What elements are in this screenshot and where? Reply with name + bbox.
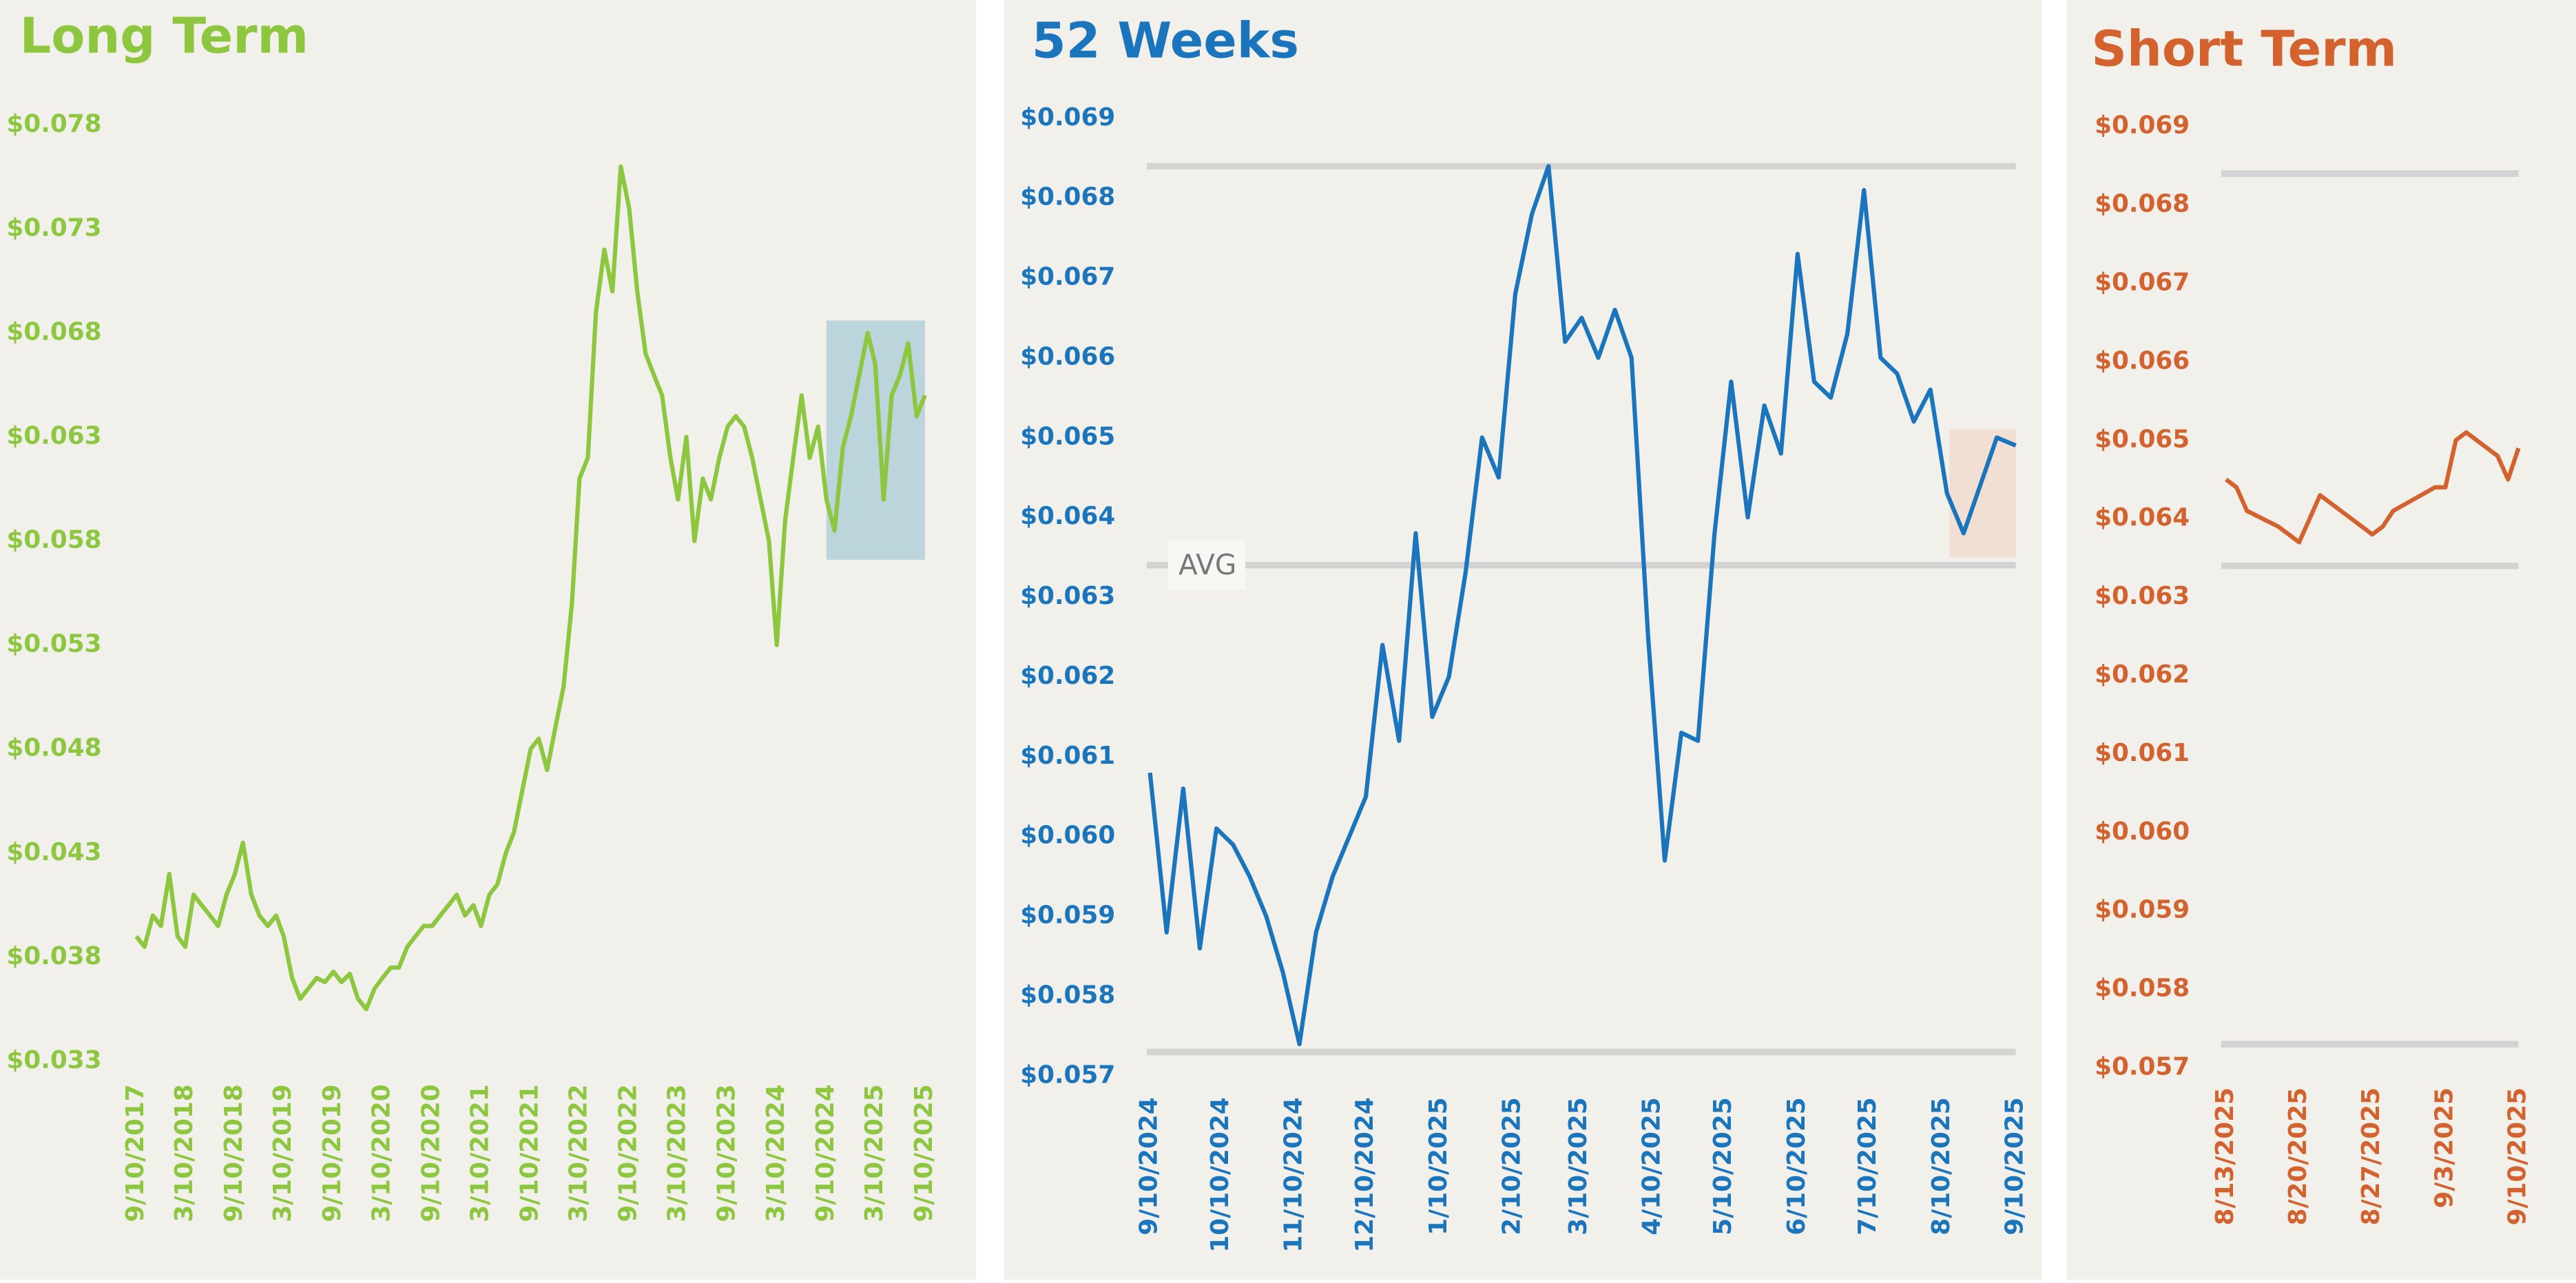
reference-label-bg — [1167, 540, 1245, 590]
y-tick-label: $0.033 — [7, 1046, 102, 1074]
y-tick-label: $0.064 — [2095, 503, 2190, 532]
y-tick-label: $0.058 — [2095, 974, 2190, 1003]
x-tick-label: 2/10/2025 — [1498, 1097, 1526, 1235]
y-tick-label: $0.063 — [1020, 582, 1115, 610]
y-tick-label: $0.065 — [2095, 425, 2190, 453]
x-tick-label: 9/10/2023 — [712, 1084, 740, 1222]
y-tick-label: $0.062 — [1020, 662, 1115, 690]
x-tick-label: 9/10/2025 — [910, 1084, 938, 1222]
chart-title: 52 Weeks — [1032, 12, 1299, 70]
y-tick-label: $0.068 — [7, 317, 102, 346]
x-tick-label: 3/10/2019 — [269, 1084, 297, 1222]
chart-title: Short Term — [2091, 20, 2397, 77]
y-tick-label: $0.057 — [1020, 1061, 1115, 1089]
x-tick-label: 3/10/2025 — [860, 1084, 889, 1222]
price-line — [1147, 164, 2017, 1047]
x-tick-label: 3/10/2022 — [564, 1084, 592, 1222]
y-tick-label: $0.065 — [1020, 422, 1115, 450]
x-tick-label: 9/10/2025 — [2001, 1097, 2029, 1235]
x-tick-label: 10/10/2024 — [1206, 1097, 1234, 1252]
y-tick-label: $0.063 — [7, 422, 102, 450]
y-tick-label: $0.066 — [2095, 346, 2190, 375]
y-tick-label: $0.059 — [1020, 901, 1115, 930]
range-highlight — [1949, 429, 2016, 558]
x-tick-label: 7/10/2025 — [1853, 1097, 1882, 1235]
x-tick-label: 12/10/2024 — [1351, 1097, 1379, 1252]
reference-label: AVG — [1178, 548, 1236, 581]
y-tick-label: $0.060 — [2095, 817, 2190, 846]
x-tick-label: 9/10/2025 — [2504, 1087, 2532, 1225]
y-tick-label: $0.069 — [1020, 103, 1115, 132]
x-tick-label: 6/10/2025 — [1783, 1097, 1811, 1235]
y-tick-label: $0.058 — [1020, 981, 1115, 1010]
panel — [0, 0, 976, 1280]
y-tick-label: $0.062 — [2095, 660, 2190, 689]
y-tick-label: $0.069 — [2095, 112, 2190, 140]
x-tick-label: 9/10/2022 — [614, 1084, 642, 1222]
x-tick-label: 4/10/2025 — [1638, 1097, 1666, 1235]
y-tick-label: $0.059 — [2095, 896, 2190, 924]
x-tick-label: 9/10/2018 — [220, 1084, 248, 1222]
chart-title: Long Term — [20, 7, 309, 64]
x-tick-label: 9/10/2020 — [417, 1084, 445, 1222]
x-tick-label: 9/10/2019 — [318, 1084, 346, 1222]
y-tick-label: $0.078 — [7, 109, 102, 138]
price-line — [2225, 430, 2521, 545]
y-tick-label: $0.038 — [7, 942, 102, 970]
panel — [2066, 0, 2576, 1280]
y-tick-label: $0.067 — [1020, 263, 1115, 291]
y-tick-label: $0.048 — [7, 734, 102, 762]
y-tick-label: $0.066 — [1020, 342, 1115, 371]
x-tick-label: 9/10/2024 — [1135, 1097, 1163, 1235]
price-line — [134, 164, 927, 1012]
y-tick-label: $0.068 — [2095, 190, 2190, 218]
x-tick-label: 8/13/2025 — [2211, 1087, 2239, 1225]
x-tick-label: 3/10/2023 — [663, 1084, 691, 1222]
y-tick-label: $0.043 — [7, 838, 102, 866]
x-tick-label: 9/3/2025 — [2430, 1087, 2458, 1208]
x-tick-label: 1/10/2025 — [1424, 1097, 1453, 1235]
y-tick-label: $0.068 — [1020, 183, 1115, 211]
panel — [1004, 0, 2042, 1280]
y-tick-label: $0.063 — [2095, 582, 2190, 610]
x-tick-label: 8/10/2025 — [1927, 1097, 1955, 1235]
x-tick-label: 9/10/2021 — [515, 1084, 543, 1222]
y-tick-label: $0.073 — [7, 213, 102, 242]
y-tick-label: $0.064 — [1020, 502, 1115, 530]
y-tick-label: $0.067 — [2095, 269, 2190, 297]
x-tick-label: 9/10/2017 — [121, 1084, 149, 1222]
y-tick-label: $0.057 — [2095, 1052, 2190, 1081]
y-tick-label: $0.060 — [1020, 822, 1115, 850]
x-tick-label: 3/10/2025 — [1564, 1097, 1592, 1235]
x-tick-label: 3/10/2020 — [367, 1084, 395, 1222]
x-tick-label: 3/10/2018 — [170, 1084, 198, 1222]
y-tick-label: $0.053 — [7, 630, 102, 658]
x-tick-label: 11/10/2024 — [1280, 1097, 1308, 1252]
x-tick-label: 8/27/2025 — [2357, 1087, 2385, 1225]
x-tick-label: 9/10/2024 — [811, 1084, 840, 1222]
x-tick-label: 3/10/2021 — [466, 1084, 494, 1222]
x-tick-label: 5/10/2025 — [1709, 1097, 1737, 1235]
x-tick-label: 3/10/2024 — [762, 1084, 790, 1222]
x-tick-label: 8/20/2025 — [2284, 1087, 2312, 1225]
y-tick-label: $0.061 — [1020, 742, 1115, 770]
y-tick-label: $0.058 — [7, 526, 102, 554]
y-tick-label: $0.061 — [2095, 739, 2190, 767]
